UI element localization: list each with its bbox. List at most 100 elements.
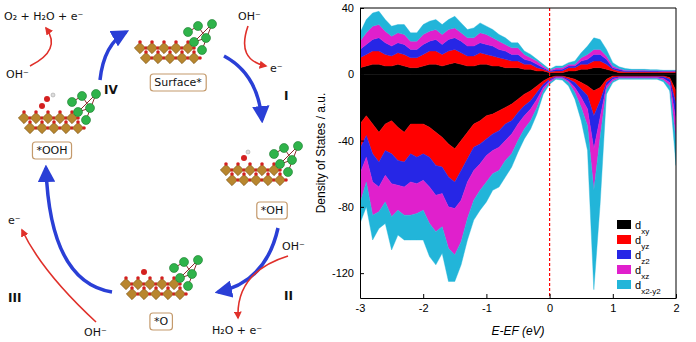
y-tick-mark [360, 207, 364, 208]
atom-oxygen [180, 50, 184, 54]
atom-oxygen [162, 40, 166, 44]
x-tick-mark [423, 294, 424, 298]
atom-metal [262, 174, 273, 185]
atom-metal [162, 288, 173, 299]
atom-oxygen [82, 126, 86, 130]
atom-oxygen [58, 110, 62, 114]
x-tick-mark [613, 294, 614, 298]
atom-metal [60, 122, 71, 133]
state-label-box [150, 74, 206, 91]
y-tick: -80 [338, 201, 364, 213]
atom-green [194, 256, 203, 265]
x-tick: 0 [547, 294, 553, 314]
atom-green [188, 270, 197, 279]
atom-oxygen [142, 286, 146, 290]
atom-oxygen [28, 120, 32, 124]
atom-metal [54, 112, 65, 123]
atom-green [280, 144, 289, 153]
atom-metal [120, 278, 131, 289]
atom-green [86, 104, 95, 113]
atom-oxygen [260, 162, 264, 166]
frame-right [676, 8, 677, 298]
atom-green [170, 264, 179, 273]
legend: dxydyzdz2dxzdx2-y2 [614, 215, 672, 296]
atom-green [82, 116, 91, 125]
adsorbate-o [44, 96, 50, 102]
atom-metal [150, 288, 161, 299]
atom-green [270, 150, 279, 159]
x-axis: -3 -2 -1 0 1 2 [356, 294, 680, 314]
x-tick: -1 [482, 294, 492, 314]
atom-oxygen [156, 50, 160, 54]
x-tick-label: -2 [419, 302, 429, 314]
atom-green [184, 28, 193, 37]
atom-green [202, 34, 211, 43]
atom-metal [220, 164, 231, 175]
atom-oxygen [230, 172, 234, 176]
atom-metal [226, 174, 237, 185]
atom-green [208, 20, 217, 29]
atom-oxygen [52, 120, 56, 124]
adsorbate-o [241, 155, 247, 161]
product-label: e⁻ [270, 62, 283, 75]
atom-oxygen [46, 110, 50, 114]
structure [120, 256, 202, 300]
reactant-label: OH⁻ [84, 326, 107, 339]
adsorbate-o [39, 103, 45, 109]
structure [134, 20, 216, 64]
legend-background [614, 215, 672, 294]
atom-metal [158, 42, 169, 53]
atom-oxygen [160, 276, 164, 280]
step-number: IV [104, 83, 118, 97]
x-tick-label: -1 [482, 302, 492, 314]
product-label: H₂O + e⁻ [212, 324, 262, 337]
atom-oxygen [148, 276, 152, 280]
step-number: III [8, 291, 21, 305]
y-tick-label: -120 [332, 267, 354, 279]
step-arrow [224, 56, 262, 120]
atom-oxygen [224, 162, 228, 166]
species-arrow [245, 26, 266, 66]
atom-oxygen [150, 40, 154, 44]
state-label-box [32, 142, 71, 159]
cycle-diagram: Surface**OH*O*OOHIOH⁻e⁻IIOH⁻H₂O + e⁻IIIO… [4, 10, 305, 339]
reactant-label: OH⁻ [282, 240, 305, 253]
state-label: *OOH [36, 144, 67, 157]
atom-oxygen [64, 120, 68, 124]
atom-green [284, 168, 293, 177]
species-arrow [30, 28, 51, 66]
atom-oxygen [278, 172, 282, 176]
y-tick-mark [360, 8, 364, 9]
atom-green [198, 46, 207, 55]
atom-oxygen [168, 50, 172, 54]
x-tick: 2 [673, 294, 679, 314]
y-tick-mark [360, 273, 364, 274]
atom-oxygen [22, 110, 26, 114]
adsorbate-h [51, 93, 55, 97]
atom-green [288, 156, 297, 165]
species-arrow [238, 256, 288, 318]
plot-marks [360, 8, 676, 298]
atom-oxygen [138, 40, 142, 44]
atom-green [78, 92, 87, 101]
state-label: *O [154, 315, 169, 328]
step-number: I [284, 89, 288, 103]
species-arrow [22, 230, 96, 322]
y-tick-label: 40 [342, 2, 354, 14]
atom-oxygen [144, 50, 148, 54]
atom-metal [174, 288, 185, 299]
x-tick-label: -3 [356, 302, 366, 314]
atom-metal [232, 164, 243, 175]
x-axis-line [361, 298, 677, 299]
x-tick: 1 [610, 294, 616, 314]
y-tick: -40 [338, 135, 364, 147]
step-number: II [284, 289, 293, 303]
state-label: Surface* [154, 76, 202, 89]
legend-swatch [617, 250, 631, 259]
x-tick-label: 2 [673, 302, 679, 314]
fermi-level-line [549, 8, 550, 298]
atom-green [194, 22, 203, 31]
atom-oxygen [154, 286, 158, 290]
atom-green [184, 282, 193, 291]
x-tick-mark [676, 294, 677, 298]
